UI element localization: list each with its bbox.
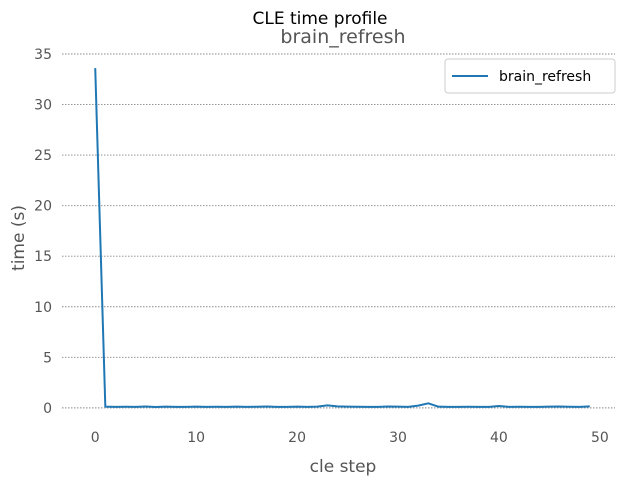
y-axis-label: time (s) (9, 205, 29, 271)
x-tick-label: 20 (288, 430, 306, 446)
gridlines (62, 53, 615, 409)
y-tick-label: 15 (34, 249, 52, 265)
y-tick-label: 30 (34, 98, 52, 114)
axes-title: brain_refresh (280, 26, 405, 48)
y-tick-label: 10 (34, 300, 52, 316)
y-tick-label: 0 (43, 401, 52, 417)
series-line-0 (94, 68, 590, 408)
x-tick-label: 40 (490, 430, 508, 446)
y-tick-labels: 0 5 10 15 20 25 30 35 (34, 47, 52, 417)
x-tick-label: 30 (389, 430, 407, 446)
x-tick-label: 0 (91, 430, 100, 446)
x-axis-label: cle step (310, 457, 377, 477)
series-layer (94, 68, 590, 408)
y-tick-label: 20 (34, 199, 52, 215)
legend: brain_refresh (444, 58, 616, 94)
legend-box (444, 58, 616, 94)
x-tick-label: 10 (187, 430, 205, 446)
figure-suptitle: CLE time profile (253, 9, 388, 29)
y-tick-label: 25 (34, 148, 52, 164)
legend-label: brain_refresh (499, 69, 591, 85)
y-tick-label: 35 (34, 47, 52, 63)
x-tick-labels: 0 10 20 30 40 50 (91, 430, 609, 446)
y-tick-label: 5 (43, 350, 52, 366)
x-tick-label: 50 (591, 430, 609, 446)
